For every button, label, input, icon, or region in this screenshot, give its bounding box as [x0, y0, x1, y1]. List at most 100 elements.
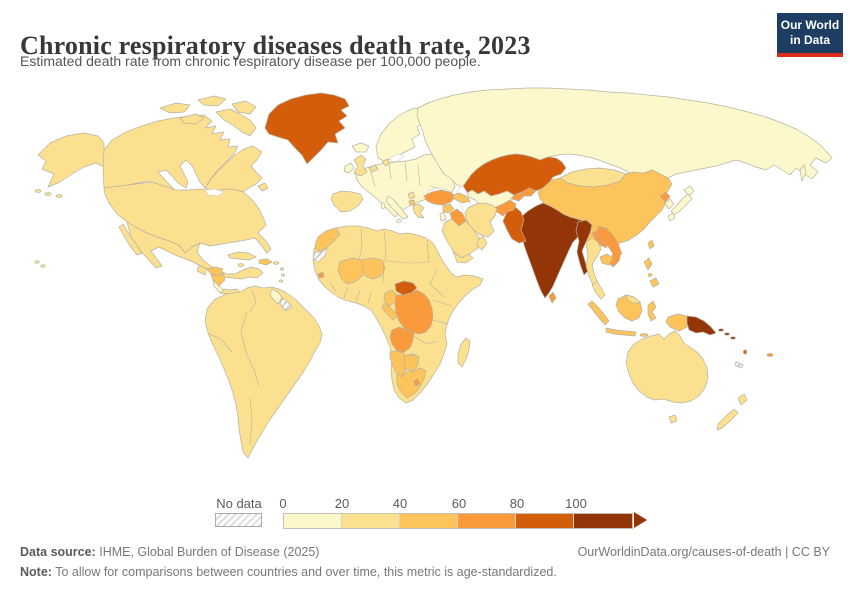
- malay-peninsula[interactable]: [591, 280, 606, 300]
- country-tajikistan[interactable]: [511, 191, 525, 202]
- arctic-island[interactable]: [179, 113, 205, 125]
- legend-bin-swatch[interactable]: [458, 514, 516, 528]
- philippines-mindanao[interactable]: [649, 277, 660, 288]
- country-guatemala[interactable]: [196, 264, 208, 276]
- new-zealand-south[interactable]: [716, 408, 739, 431]
- country-turkey[interactable]: [423, 189, 457, 206]
- country-thailand[interactable]: [585, 237, 602, 286]
- country-papua-new-guinea[interactable]: [686, 315, 717, 336]
- country-central-african-republic[interactable]: [394, 280, 418, 296]
- region-caucasus[interactable]: [451, 192, 471, 204]
- solomon-island[interactable]: [724, 332, 730, 336]
- japan-hokkaido[interactable]: [683, 185, 695, 197]
- region-benelux[interactable]: [368, 164, 379, 173]
- country-ireland[interactable]: [343, 162, 355, 174]
- country-alaska[interactable]: [37, 132, 105, 188]
- country-botswana[interactable]: [403, 353, 420, 372]
- country-dr-congo[interactable]: [394, 289, 434, 335]
- baja-peninsula[interactable]: [118, 223, 143, 256]
- country-pakistan[interactable]: [502, 205, 527, 244]
- solomon-island[interactable]: [730, 336, 736, 340]
- country-mali[interactable]: [337, 257, 366, 285]
- country-united-kingdom[interactable]: [353, 154, 368, 177]
- country-greece[interactable]: [412, 203, 425, 219]
- new-zealand-north[interactable]: [737, 393, 748, 406]
- country-italy[interactable]: [385, 195, 409, 220]
- aleutian-island[interactable]: [44, 192, 52, 196]
- country-lesotho[interactable]: [413, 378, 421, 387]
- country-guinea-bissau[interactable]: [317, 271, 325, 279]
- sardinia-island[interactable]: [380, 202, 386, 210]
- vanuatu-island[interactable]: [743, 349, 747, 355]
- country-oman[interactable]: [476, 235, 488, 251]
- country-puerto-rico[interactable]: [272, 261, 280, 265]
- country-suriname[interactable]: [279, 297, 293, 312]
- country-jamaica[interactable]: [237, 263, 245, 267]
- region-uzbekistan-turkmenistan[interactable]: [466, 189, 515, 211]
- country-hispaniola[interactable]: [258, 258, 273, 266]
- sumatra-island[interactable]: [587, 300, 610, 326]
- country-iceland[interactable]: [351, 142, 370, 153]
- country-south-korea[interactable]: [664, 198, 675, 210]
- tasmania-island[interactable]: [668, 414, 678, 424]
- country-niger[interactable]: [361, 257, 386, 280]
- region-iberia[interactable]: [330, 190, 364, 213]
- country-india[interactable]: [518, 202, 592, 299]
- legend-bin-swatch[interactable]: [574, 514, 632, 528]
- aleutian-island[interactable]: [34, 189, 42, 193]
- lesser-antilles-island[interactable]: [278, 279, 284, 283]
- fiji-island[interactable]: [766, 353, 774, 357]
- country-taiwan[interactable]: [647, 239, 655, 250]
- sicily-island[interactable]: [396, 219, 402, 223]
- java-island[interactable]: [605, 327, 637, 337]
- country-serbia[interactable]: [407, 191, 416, 200]
- region-congo-gabon[interactable]: [381, 302, 399, 321]
- country-mexico[interactable]: [126, 221, 264, 280]
- country-namibia[interactable]: [389, 350, 407, 378]
- country-north-korea[interactable]: [659, 191, 671, 203]
- country-angola[interactable]: [389, 326, 415, 353]
- country-south-africa[interactable]: [396, 367, 427, 399]
- country-madagascar[interactable]: [457, 337, 471, 368]
- solomon-island[interactable]: [718, 328, 724, 332]
- philippines-visayas[interactable]: [647, 273, 653, 277]
- country-vietnam[interactable]: [595, 225, 622, 268]
- lesser-antilles-island[interactable]: [280, 267, 284, 271]
- newfoundland-island[interactable]: [257, 182, 269, 192]
- owid-credit-link[interactable]: OurWorldinData.org/causes-of-death | CC …: [577, 545, 830, 559]
- country-cambodia[interactable]: [599, 253, 614, 266]
- legend-bin-swatch[interactable]: [342, 514, 400, 528]
- hawaii-island[interactable]: [34, 260, 40, 264]
- country-albania-north-macedonia[interactable]: [408, 199, 416, 206]
- country-cuba[interactable]: [227, 251, 257, 261]
- country-western-sahara[interactable]: [312, 246, 328, 263]
- country-iran[interactable]: [464, 202, 498, 238]
- lesser-antilles-island[interactable]: [281, 273, 285, 277]
- japan-kyushu[interactable]: [667, 212, 676, 222]
- country-sri-lanka[interactable]: [548, 291, 557, 304]
- country-mongolia[interactable]: [559, 167, 627, 188]
- sakhalin-island[interactable]: [799, 164, 807, 182]
- aleutian-island[interactable]: [55, 194, 63, 198]
- owid-logo[interactable]: Our World in Data: [777, 13, 843, 57]
- hawaii-island[interactable]: [40, 264, 46, 268]
- new-guinea-west[interactable]: [665, 313, 688, 332]
- arctic-island[interactable]: [197, 95, 227, 107]
- country-syria[interactable]: [442, 203, 455, 214]
- lesser-sunda-island[interactable]: [639, 333, 649, 337]
- country-australia[interactable]: [625, 330, 709, 404]
- region-south-america[interactable]: [204, 285, 323, 459]
- borneo-malaysia-strip[interactable]: [625, 294, 641, 305]
- philippines-luzon[interactable]: [643, 257, 653, 271]
- country-guyana[interactable]: [269, 288, 283, 305]
- country-afghanistan[interactable]: [495, 199, 517, 217]
- legend-bin-swatch[interactable]: [400, 514, 458, 528]
- legend-bin-swatch[interactable]: [516, 514, 574, 528]
- country-yemen[interactable]: [452, 250, 474, 264]
- legend-no-data-swatch[interactable]: [215, 513, 262, 527]
- arctic-island[interactable]: [159, 102, 191, 114]
- country-morocco[interactable]: [314, 227, 341, 253]
- new-caledonia-island[interactable]: [734, 361, 744, 369]
- country-greenland[interactable]: [264, 92, 350, 165]
- country-denmark[interactable]: [381, 158, 391, 167]
